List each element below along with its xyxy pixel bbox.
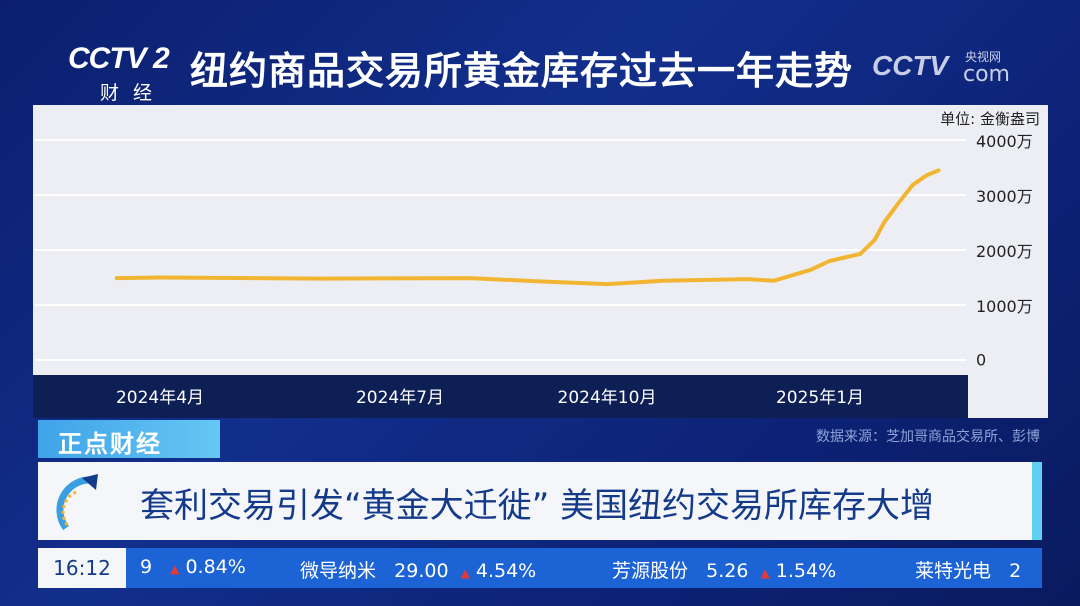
cctv2-logo: CCTV 2 [68,42,170,75]
headline-bar [38,462,1042,540]
y-tick-label: 3000万 [976,187,1033,206]
ticker-price: 9 [140,556,153,578]
ticker-item: 芳源股份 5.26 ▲ 1.54% [612,556,836,583]
ticker-name: 芳源股份 [612,560,689,582]
ticker-change: 4.54% [475,560,537,582]
watermark-site: 央视网 [965,50,1002,64]
ticker-item: 莱特光电 2 [915,556,1021,583]
series-line [114,168,941,287]
page-title: 纽约商品交易所黄金库存过去一年走势 [190,49,854,93]
cctv-watermark: CCTV [872,50,949,81]
chart-panel [33,105,1048,418]
ticker-change: 0.84% [185,556,246,578]
up-arrow-icon: ▲ [170,562,180,576]
ticker-item: 微导纳米 29.00 ▲ 4.54% [300,556,536,583]
watermark-com: com [963,62,1010,87]
ticker-name: 莱特光电 [915,560,992,582]
ticker-price: 29.00 [394,560,449,582]
y-tick-label: 4000万 [976,132,1033,151]
x-tick-label: 2024年10月 [557,388,657,408]
ticker-item: 9 ▲ 0.84% [140,556,246,578]
x-tick-label: 2025年1月 [775,388,865,408]
x-tick-label: 2024年7月 [355,388,445,408]
cctv-arrow-icon [56,474,98,531]
y-tick-label: 1000万 [976,297,1033,316]
cctv2-logo-sub: 财经 [100,82,167,104]
x-axis-band [33,375,968,418]
x-tick-label: 2024年4月 [115,388,205,408]
ticker-price: 5.26 [706,560,749,582]
data-source: 数据来源：芝加哥商品交易所、彭博 [816,429,1040,445]
up-arrow-icon: ▲ [460,566,470,580]
headline-text: 套利交易引发“黄金大迁徙” 美国纽约交易所库存大增 [140,486,935,526]
ticker-price: 2 [1009,560,1022,582]
unit-label: 单位: 金衡盎司 [940,110,1040,128]
y-tick-label: 2000万 [976,242,1033,261]
clock: 16:12 [38,548,126,588]
stock-ticker [38,548,1042,588]
ticker-change: 1.54% [775,560,837,582]
section-tab: 正点财经 [38,420,220,458]
up-arrow-icon: ▲ [760,566,770,580]
y-tick-label: 0 [976,350,987,370]
ticker-name: 微导纳米 [300,560,377,582]
